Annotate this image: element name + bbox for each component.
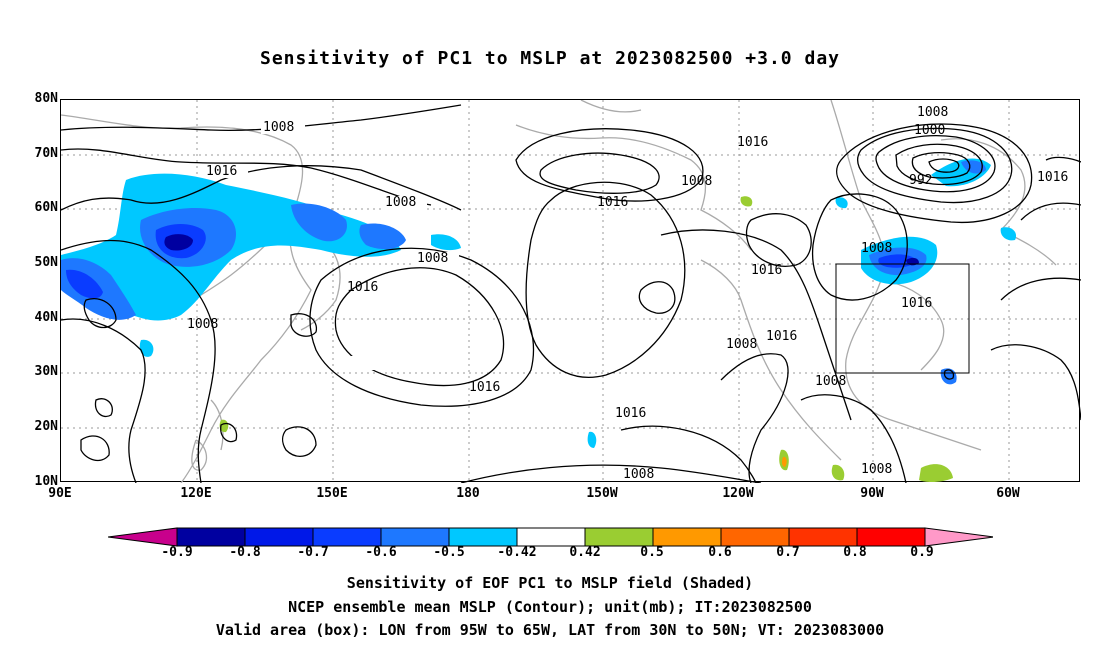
colorbar-cell xyxy=(788,527,858,547)
colorbar-label: 0.5 xyxy=(640,545,664,560)
mslp-contours xyxy=(60,104,1082,484)
contour-label: 1016 xyxy=(597,195,628,210)
colorbar-label: -0.5 xyxy=(433,545,465,560)
colorbar-cell xyxy=(516,527,586,547)
colorbar-cell xyxy=(244,527,314,547)
lat-tick-20n: 20N xyxy=(34,419,58,434)
lat-tick-80n: 80N xyxy=(34,91,58,106)
contour-label: 1016 xyxy=(347,280,378,295)
sensitivity-shading xyxy=(61,158,1017,483)
lon-tick-150e: 150E xyxy=(316,486,348,501)
contour-label: 1016 xyxy=(766,329,797,344)
colorbar-cell xyxy=(380,527,450,547)
map-canvas: 1008 1016 1016 1008 1008 1016 1008 1016 … xyxy=(60,99,1082,484)
coastlines xyxy=(60,99,1057,484)
contour-label: 1016 xyxy=(469,380,500,395)
valid-area-box xyxy=(835,263,970,374)
lon-tick-120w: 120W xyxy=(722,486,754,501)
colorbar-label: -0.9 xyxy=(161,545,193,560)
lon-tick-120e: 120E xyxy=(180,486,212,501)
contour-label: 1008 xyxy=(263,120,294,135)
colorbar-cell xyxy=(924,527,993,547)
footer-line-1: Sensitivity of EOF PC1 to MSLP field (Sh… xyxy=(346,574,754,592)
contour-label: 1016 xyxy=(751,263,782,278)
lat-tick-30n: 30N xyxy=(34,364,58,379)
colorbar-cell xyxy=(312,527,382,547)
footer-line-3: Valid area (box): LON from 95W to 65W, L… xyxy=(215,621,885,639)
contour-label: 1016 xyxy=(737,135,768,150)
contour-labels: 1008 1016 1016 1008 1008 1016 1008 1016 … xyxy=(187,105,1068,482)
colorbar-label: 0.7 xyxy=(776,545,800,560)
contour-label: 1008 xyxy=(815,374,846,389)
lat-tick-40n: 40N xyxy=(34,310,58,325)
contour-label: 1008 xyxy=(726,337,757,352)
contour-label: 1008 xyxy=(861,241,892,256)
colorbar-cell xyxy=(720,527,790,547)
colorbar xyxy=(108,527,993,547)
contour-label: 1016 xyxy=(615,406,646,421)
lat-tick-70n: 70N xyxy=(34,146,58,161)
footer-line-2: NCEP ensemble mean MSLP (Contour); unit(… xyxy=(288,598,812,616)
contour-label: 1016 xyxy=(1037,170,1068,185)
contour-label: 1008 xyxy=(681,174,712,189)
contour-label: 1000 xyxy=(914,123,945,138)
lat-tick-50n: 50N xyxy=(34,255,58,270)
contour-label: 1008 xyxy=(623,467,654,482)
contour-label: 1008 xyxy=(187,317,218,332)
colorbar-label: -0.8 xyxy=(229,545,261,560)
colorbar-label: -0.6 xyxy=(365,545,397,560)
contour-label: 1008 xyxy=(417,251,448,266)
colorbar-label: -0.7 xyxy=(297,545,329,560)
colorbar-label: 0.9 xyxy=(910,545,934,560)
lon-tick-90e: 90E xyxy=(48,486,72,501)
contour-label: 992 xyxy=(909,173,932,188)
contour-label: 1008 xyxy=(861,462,892,477)
contour-label: 1008 xyxy=(917,105,948,120)
contour-label: 1016 xyxy=(206,164,237,179)
lon-tick-60w: 60W xyxy=(996,486,1020,501)
contour-label: 1016 xyxy=(901,296,932,311)
colorbar-cell xyxy=(856,527,926,547)
colorbar-cell xyxy=(652,527,722,547)
colorbar-cell xyxy=(448,527,518,547)
colorbar-cells xyxy=(108,527,993,547)
colorbar-label: 0.8 xyxy=(843,545,867,560)
colorbar-label: 0.6 xyxy=(708,545,732,560)
colorbar-cell xyxy=(584,527,654,547)
lon-tick-90w: 90W xyxy=(860,486,884,501)
contour-label: 1008 xyxy=(385,195,416,210)
colorbar-cell xyxy=(108,527,178,547)
colorbar-cell xyxy=(176,527,246,547)
lat-tick-10n: 10N xyxy=(34,474,58,489)
lat-tick-60n: 60N xyxy=(34,200,58,215)
map-panel: 1008 1016 1016 1008 1008 1016 1008 1016 … xyxy=(60,99,1082,484)
colorbar-label: -0.42 xyxy=(497,545,537,560)
colorbar-label: 0.42 xyxy=(569,545,601,560)
lon-tick-180: 180 xyxy=(456,486,480,501)
chart-title: Sensitivity of PC1 to MSLP at 2023082500… xyxy=(259,48,840,69)
lon-tick-150w: 150W xyxy=(586,486,618,501)
